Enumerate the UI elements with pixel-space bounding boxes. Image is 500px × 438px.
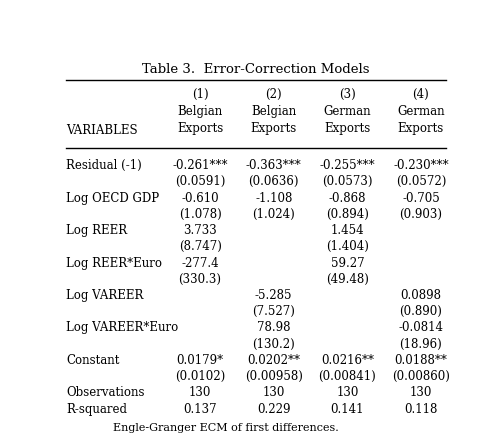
Text: (0.894): (0.894) [326, 207, 369, 220]
Text: (0.0636): (0.0636) [248, 175, 299, 188]
Text: (4): (4) [412, 88, 430, 101]
Text: VARIABLES: VARIABLES [66, 124, 138, 136]
Text: Belgian: Belgian [178, 105, 222, 118]
Text: 3.733: 3.733 [183, 223, 217, 237]
Text: 78.98: 78.98 [257, 321, 290, 334]
Text: -277.4: -277.4 [181, 256, 219, 269]
Text: (0.00841): (0.00841) [318, 369, 376, 382]
Text: 1.454: 1.454 [330, 223, 364, 237]
Text: Belgian: Belgian [251, 105, 296, 118]
Text: -5.285: -5.285 [255, 288, 292, 301]
Text: (7.527): (7.527) [252, 304, 295, 318]
Text: Observations: Observations [66, 385, 145, 399]
Text: (3): (3) [339, 88, 355, 101]
Text: (0.00860): (0.00860) [392, 369, 450, 382]
Text: 0.0179*: 0.0179* [176, 353, 224, 366]
Text: (1): (1) [192, 88, 208, 101]
Text: Table 3.  Error-Correction Models: Table 3. Error-Correction Models [142, 63, 370, 76]
Text: (0.890): (0.890) [400, 304, 442, 318]
Text: Engle-Granger ECM of first differences.: Engle-Granger ECM of first differences. [113, 422, 338, 432]
Text: Constant: Constant [66, 353, 120, 366]
Text: 0.0188**: 0.0188** [394, 353, 448, 366]
Text: (0.0102): (0.0102) [175, 369, 225, 382]
Text: (1.404): (1.404) [326, 240, 369, 253]
Text: Exports: Exports [324, 122, 370, 134]
Text: Log VAREER*Euro: Log VAREER*Euro [66, 321, 178, 334]
Text: (0.0591): (0.0591) [175, 175, 225, 188]
Text: Exports: Exports [398, 122, 444, 134]
Text: (130.2): (130.2) [252, 337, 295, 350]
Text: Log OECD GDP: Log OECD GDP [66, 191, 160, 204]
Text: Log VAREER: Log VAREER [66, 288, 144, 301]
Text: -0.363***: -0.363*** [246, 159, 302, 172]
Text: 130: 130 [410, 385, 432, 399]
Text: R-squared: R-squared [66, 402, 128, 415]
Text: (0.903): (0.903) [400, 207, 442, 220]
Text: -0.255***: -0.255*** [320, 159, 375, 172]
Text: (1.078): (1.078) [178, 207, 222, 220]
Text: (49.48): (49.48) [326, 272, 369, 285]
Text: -0.610: -0.610 [181, 191, 219, 204]
Text: Residual (-1): Residual (-1) [66, 159, 142, 172]
Text: -0.705: -0.705 [402, 191, 440, 204]
Text: 0.141: 0.141 [330, 402, 364, 415]
Text: (1.024): (1.024) [252, 207, 295, 220]
Text: 130: 130 [189, 385, 211, 399]
Text: Exports: Exports [177, 122, 223, 134]
Text: 0.137: 0.137 [183, 402, 217, 415]
Text: Log REER: Log REER [66, 223, 128, 237]
Text: (330.3): (330.3) [178, 272, 222, 285]
Text: 130: 130 [336, 385, 358, 399]
Text: German: German [324, 105, 371, 118]
Text: 0.118: 0.118 [404, 402, 438, 415]
Text: 59.27: 59.27 [330, 256, 364, 269]
Text: German: German [397, 105, 445, 118]
Text: (0.0572): (0.0572) [396, 175, 446, 188]
Text: 130: 130 [262, 385, 285, 399]
Text: (0.00958): (0.00958) [245, 369, 302, 382]
Text: (18.96): (18.96) [400, 337, 442, 350]
Text: -0.261***: -0.261*** [172, 159, 228, 172]
Text: Exports: Exports [250, 122, 297, 134]
Text: 0.0216**: 0.0216** [321, 353, 374, 366]
Text: -1.108: -1.108 [255, 191, 292, 204]
Text: (0.0573): (0.0573) [322, 175, 372, 188]
Text: 0.0898: 0.0898 [400, 288, 442, 301]
Text: -0.230***: -0.230*** [393, 159, 449, 172]
Text: Log REER*Euro: Log REER*Euro [66, 256, 162, 269]
Text: 0.229: 0.229 [257, 402, 290, 415]
Text: (2): (2) [266, 88, 282, 101]
Text: (8.747): (8.747) [178, 240, 222, 253]
Text: -0.868: -0.868 [328, 191, 366, 204]
Text: 0.0202**: 0.0202** [247, 353, 300, 366]
Text: -0.0814: -0.0814 [398, 321, 444, 334]
